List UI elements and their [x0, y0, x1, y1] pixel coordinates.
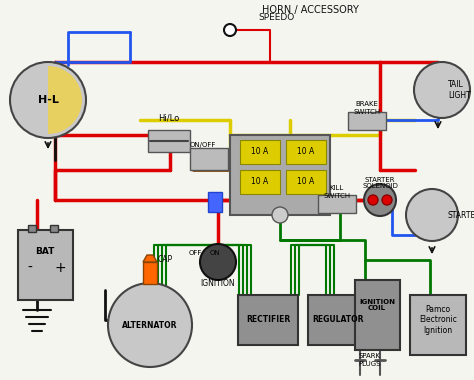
Text: Hi/Lo: Hi/Lo	[158, 114, 180, 122]
Text: 10 A: 10 A	[251, 147, 269, 157]
Circle shape	[10, 62, 86, 138]
Text: -: -	[27, 261, 32, 275]
Bar	[240, 170, 280, 194]
Text: STARTER
SOLENOID: STARTER SOLENOID	[362, 176, 398, 190]
Circle shape	[224, 24, 236, 36]
Bar	[28, 225, 36, 232]
Text: +: +	[54, 261, 66, 275]
Bar	[410, 295, 466, 355]
Bar	[18, 230, 73, 300]
Text: ON/OFF: ON/OFF	[190, 142, 216, 148]
Bar	[286, 140, 326, 164]
Circle shape	[272, 207, 288, 223]
Text: 10 A: 10 A	[251, 177, 269, 187]
Text: KILL
SWITCH: KILL SWITCH	[323, 185, 351, 198]
Bar	[318, 195, 356, 213]
Text: ALTERNATOR: ALTERNATOR	[122, 320, 178, 329]
Polygon shape	[143, 255, 157, 262]
Text: BAT: BAT	[35, 247, 55, 256]
Bar	[355, 280, 400, 350]
Bar	[208, 192, 222, 212]
Circle shape	[406, 189, 458, 241]
Circle shape	[382, 195, 392, 205]
Text: TAIL
LIGHT: TAIL LIGHT	[448, 80, 471, 100]
Text: IGNITION
COIL: IGNITION COIL	[359, 299, 395, 312]
Text: Pamco
Electronic
Ignition: Pamco Electronic Ignition	[419, 305, 457, 335]
Text: RECTIFIER: RECTIFIER	[246, 315, 290, 325]
Bar	[50, 225, 58, 232]
Text: STARTER: STARTER	[448, 211, 474, 220]
Bar	[240, 140, 280, 164]
Bar	[143, 262, 157, 284]
Circle shape	[200, 244, 236, 280]
Text: 10 A: 10 A	[297, 147, 315, 157]
Bar	[190, 148, 228, 170]
Circle shape	[368, 195, 378, 205]
Circle shape	[108, 283, 192, 367]
Bar	[148, 130, 190, 152]
Circle shape	[414, 62, 470, 118]
Circle shape	[364, 184, 396, 216]
Text: H-L: H-L	[37, 95, 58, 105]
Text: SPEEDO: SPEEDO	[258, 14, 294, 22]
Bar	[348, 112, 386, 130]
Text: IGNITION: IGNITION	[201, 280, 235, 288]
Text: 10 A: 10 A	[297, 177, 315, 187]
Text: OFF: OFF	[188, 250, 202, 256]
Bar	[286, 170, 326, 194]
Text: REGULATOR: REGULATOR	[312, 315, 364, 325]
Text: SPARK
PLUGS: SPARK PLUGS	[359, 353, 381, 366]
Bar	[238, 295, 298, 345]
Text: BRAKE
SWITCH: BRAKE SWITCH	[354, 101, 381, 114]
Wedge shape	[48, 66, 82, 134]
Text: CAP: CAP	[158, 255, 173, 264]
Text: ON: ON	[210, 250, 220, 256]
Bar	[308, 295, 368, 345]
Text: HORN / ACCESSORY: HORN / ACCESSORY	[262, 5, 358, 15]
Bar	[230, 135, 330, 215]
